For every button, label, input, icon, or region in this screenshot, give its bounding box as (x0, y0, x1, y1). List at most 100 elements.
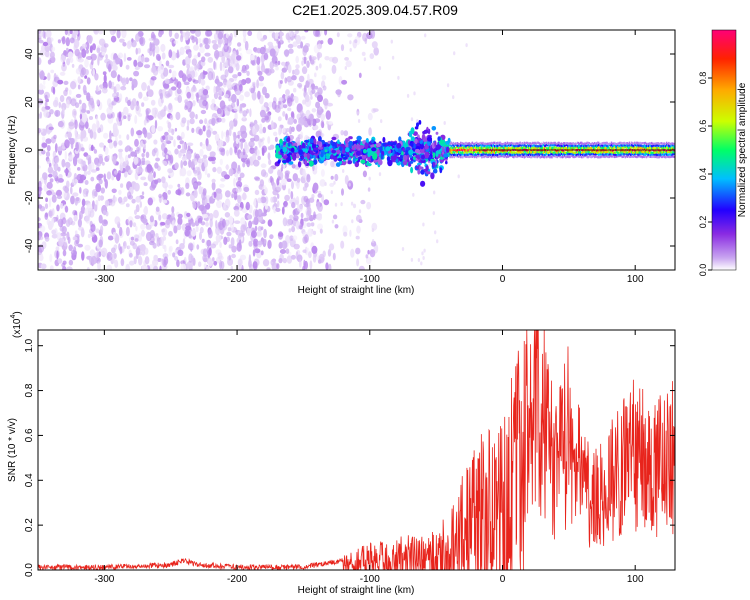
carrier-cell (575, 146, 578, 149)
carrier-cell (450, 153, 452, 157)
carrier-cell (669, 145, 671, 148)
noise-speckle (138, 255, 143, 266)
noise-speckle (212, 167, 217, 173)
signal-onset-cell (432, 168, 438, 174)
carrier-cell (503, 155, 505, 158)
noise-speckle (172, 252, 176, 258)
signal-onset-cell (306, 152, 310, 160)
noise-speckle (168, 64, 175, 69)
carrier-cell (577, 153, 580, 156)
carrier-cell (452, 155, 454, 158)
carrier-cell (462, 143, 464, 147)
carrier-cell (639, 148, 641, 151)
carrier-cell (655, 144, 657, 147)
noise-speckle (112, 155, 117, 165)
noise-speckle (61, 102, 67, 111)
carrier-cell (504, 151, 506, 154)
carrier-cell (549, 144, 551, 147)
noise-speckle (189, 69, 196, 79)
signal-onset-cell (415, 166, 420, 170)
y-tick-label: 20 (24, 96, 35, 108)
carrier-cell (488, 153, 491, 156)
noise-speckle (233, 191, 238, 201)
noise-speckle (61, 158, 66, 168)
carrier-cell (558, 153, 561, 156)
noise-speckle (42, 79, 46, 86)
carrier-cell (552, 142, 554, 145)
noise-speckle (176, 88, 182, 95)
carrier-cell (662, 144, 665, 148)
noise-speckle (93, 149, 98, 154)
signal-onset-cell (426, 136, 433, 142)
noise-speckle (368, 127, 372, 136)
noise-speckle (207, 56, 214, 63)
signal-onset-cell (409, 132, 413, 138)
noise-speckle (111, 175, 115, 181)
noise-speckle (422, 256, 425, 260)
noise-speckle (58, 174, 63, 179)
noise-speckle (46, 190, 52, 196)
carrier-cell (649, 142, 651, 145)
noise-speckle (273, 131, 278, 137)
carrier-cell (468, 150, 470, 153)
carrier-cell (593, 144, 596, 148)
carrier-cell (501, 154, 503, 158)
noise-speckle (185, 192, 191, 197)
carrier-cell (673, 152, 675, 155)
carrier-cell (626, 142, 629, 145)
noise-speckle (232, 74, 238, 79)
carrier-cell (658, 142, 660, 146)
carrier-cell (511, 151, 513, 154)
noise-speckle (175, 239, 179, 245)
carrier-cell (605, 153, 607, 156)
carrier-cell (621, 145, 623, 149)
noise-speckle (167, 189, 171, 195)
carrier-cell (585, 153, 587, 156)
noise-speckle (168, 230, 173, 237)
signal-onset-cell (423, 129, 429, 134)
carrier-cell (590, 155, 592, 159)
carrier-cell (556, 153, 558, 156)
carrier-cell (488, 150, 491, 154)
carrier-cell (592, 148, 595, 151)
noise-speckle (71, 178, 77, 186)
carrier-cell (521, 142, 523, 145)
carrier-cell (611, 155, 614, 158)
noise-speckle (59, 71, 66, 76)
carrier-cell (671, 151, 673, 154)
noise-speckle (140, 176, 147, 181)
signal-onset-cell (312, 155, 316, 159)
carrier-cell (606, 155, 608, 158)
signal-onset-cell (301, 142, 306, 149)
carrier-cell (625, 142, 627, 145)
noise-speckle (38, 244, 45, 253)
carrier-cell (578, 144, 581, 147)
carrier-cell (649, 155, 651, 158)
noise-speckle (252, 249, 256, 257)
carrier-cell (482, 147, 484, 150)
noise-speckle (39, 70, 45, 80)
signal-onset-cell (324, 149, 328, 153)
carrier-cell (557, 144, 560, 147)
carrier-cell (583, 147, 585, 150)
carrier-cell (669, 153, 671, 156)
carrier-cell (489, 143, 492, 147)
carrier-cell (576, 151, 579, 154)
carrier-cell (524, 152, 527, 156)
noise-speckle (160, 109, 166, 118)
carrier-cell (625, 152, 627, 156)
carrier-cell (647, 153, 650, 156)
carrier-cell (569, 144, 571, 148)
noise-speckle (224, 212, 231, 218)
noise-speckle (155, 157, 161, 162)
carrier-cell (564, 142, 566, 145)
noise-speckle (170, 86, 177, 91)
carrier-cell (554, 141, 556, 145)
carrier-cell (544, 155, 547, 158)
carrier-cell (516, 147, 518, 150)
noise-speckle (210, 243, 217, 249)
noise-speckle (38, 98, 41, 109)
carrier-cell (597, 147, 599, 150)
noise-speckle (193, 44, 199, 51)
noise-speckle (46, 158, 51, 165)
